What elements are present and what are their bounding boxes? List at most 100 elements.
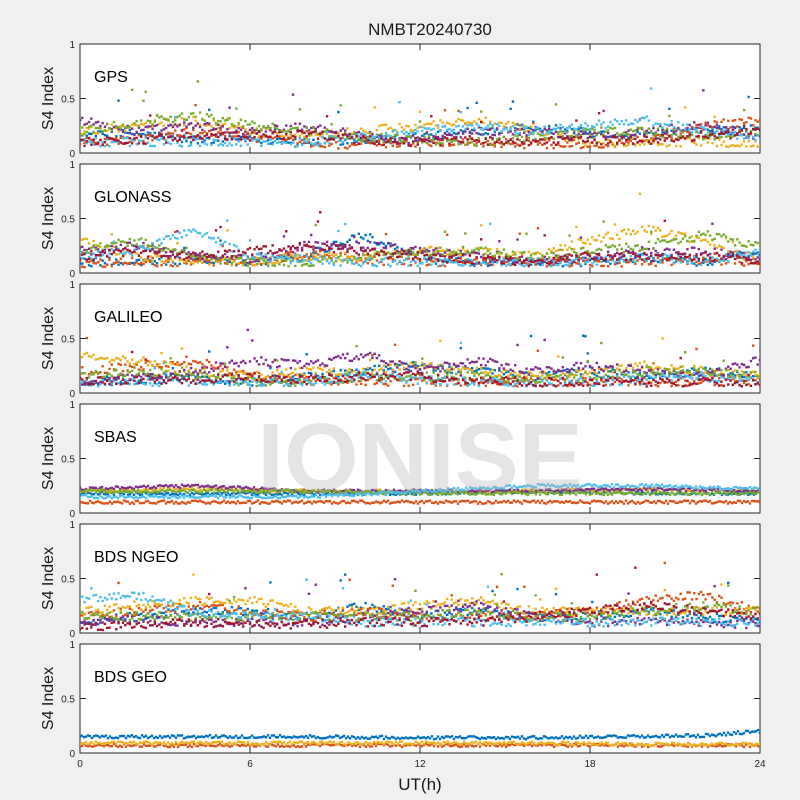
data-point [219,132,222,135]
data-point [541,259,544,262]
data-point [706,124,710,127]
data-point [693,121,696,124]
data-point [584,130,587,133]
data-point [461,125,465,128]
data-point [727,134,730,138]
data-point [321,130,324,134]
data-point [255,140,258,144]
data-point [282,259,286,263]
data-point [688,240,691,244]
data-point [194,135,197,138]
data-point [514,384,517,387]
data-point [686,126,689,130]
data-point [115,253,118,256]
data-point [140,133,143,136]
data-point [90,140,93,144]
data-point [520,141,524,144]
data-point [208,263,211,266]
data-point [285,257,288,260]
data-point [509,125,512,129]
data-point [758,128,760,132]
data-point [618,134,621,137]
data-point [654,229,657,232]
data-point [604,143,608,147]
data-point [554,249,558,253]
data-point [554,258,558,262]
data-point [323,257,326,260]
data-point [128,140,132,144]
data-point [432,127,435,131]
data-point [364,258,367,262]
data-point [232,243,236,247]
data-point [461,247,465,250]
data-point [83,141,86,144]
data-point [310,133,313,137]
data-point [323,137,326,140]
data-point [130,132,134,136]
data-point [740,254,744,257]
data-point [400,130,404,133]
data-point [103,357,107,361]
data-point [298,241,302,245]
data-point [300,264,304,267]
data-point [260,254,263,257]
data-point [314,250,317,253]
data-point [85,251,88,255]
data-point [124,129,127,133]
data-point [650,232,653,235]
data-point [269,129,272,132]
data-point [561,137,564,140]
data-point [266,139,270,142]
data-point [715,121,719,124]
data-point [570,123,574,126]
data-point [92,123,95,126]
data-point [402,262,406,266]
data-point [378,242,381,245]
data-point [457,260,460,263]
data-point [591,125,594,128]
data-point [686,137,689,140]
data-point [294,252,297,256]
data-point [745,258,748,261]
data-point [586,238,589,241]
data-point [189,133,193,136]
data-point [586,124,589,127]
data-point [337,257,340,260]
data-point [133,239,136,242]
data-point [518,124,521,127]
data-point [568,253,571,256]
data-point [167,369,170,372]
data-point [85,336,88,340]
data-point [310,143,313,146]
data-point [90,355,93,358]
data-point [316,257,320,260]
data-point [529,143,533,146]
data-point [271,379,274,383]
data-point [470,128,474,132]
data-point [364,133,367,137]
data-point [625,138,628,142]
data-point [631,122,635,126]
data-point [500,140,503,144]
data-point [142,250,145,253]
data-point [103,144,107,148]
data-point [421,262,424,265]
data-point [561,125,564,129]
data-point [516,135,519,138]
data-point [566,257,569,260]
data-point [380,249,383,253]
data-point [432,120,435,123]
data-point [566,136,569,140]
data-point [625,144,628,148]
data-point [280,249,283,252]
data-point [87,373,91,376]
data-point [373,140,376,143]
data-point [711,125,714,129]
data-point [180,377,184,380]
data-point [276,137,279,141]
data-point [670,119,673,123]
data-point [196,231,200,235]
data-point [232,375,236,379]
panel-label: GLONASS [94,189,171,206]
data-point [412,383,415,387]
